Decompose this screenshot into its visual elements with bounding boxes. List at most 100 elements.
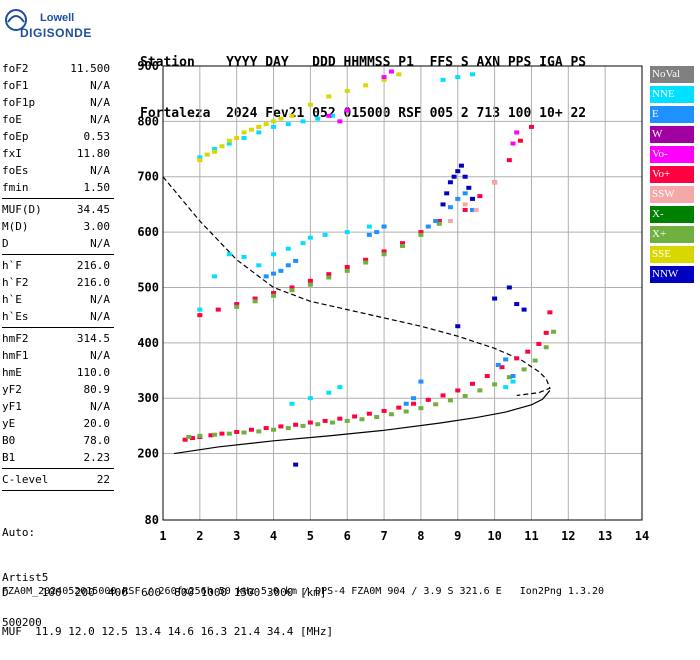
- lowell-digisonde-logo: Lowell DIGISONDE: [2, 2, 112, 42]
- param-label: yF1: [2, 400, 22, 413]
- data-point-vo-: [514, 356, 520, 361]
- data-point-vo-: [470, 381, 476, 386]
- data-point-nne: [271, 252, 277, 257]
- data-point-x-: [447, 398, 453, 403]
- data-point-x-: [241, 430, 247, 435]
- param-label: foF1: [2, 79, 29, 92]
- data-point-nne: [256, 263, 262, 268]
- legend-item-vo-: Vo-: [650, 146, 694, 163]
- param-value: 11.80: [76, 147, 110, 160]
- scaling-line-1: Auto:: [2, 526, 36, 539]
- data-point-vo-: [366, 411, 372, 416]
- data-point-nne: [503, 385, 509, 390]
- data-point-x-: [381, 252, 387, 257]
- data-point-ssw: [462, 202, 468, 207]
- data-point-vo-: [293, 422, 299, 427]
- data-point-vo-: [337, 416, 343, 421]
- data-point-e: [263, 274, 269, 279]
- data-point-vo-: [547, 310, 553, 315]
- param-value: N/A: [90, 96, 110, 109]
- y-tick-label: 300: [137, 391, 159, 405]
- data-point-sse: [289, 113, 295, 118]
- data-point-nnw: [514, 302, 520, 307]
- param-row-b1: B1 2.23: [2, 449, 112, 466]
- param-label: yF2: [2, 383, 22, 396]
- param-value: 78.0: [83, 434, 111, 447]
- param-label: hmF1: [2, 349, 29, 362]
- x-tick-label: 4: [270, 529, 277, 543]
- x-tick-label: 3: [233, 529, 240, 543]
- data-point-x-: [363, 260, 369, 265]
- data-point-x-: [506, 375, 512, 380]
- param-row-hmf2: hmF2 314.5: [2, 330, 112, 347]
- data-point-nne: [315, 116, 321, 121]
- param-row-h-e: h`E N/A: [2, 291, 112, 308]
- data-point-x-: [300, 423, 306, 428]
- data-point-e: [411, 396, 417, 401]
- data-point-e: [495, 362, 501, 367]
- param-value: 0.53: [83, 130, 111, 143]
- data-point-nnw: [444, 191, 450, 196]
- param-row-h-f: h`F 216.0: [2, 257, 112, 274]
- separator: [2, 468, 114, 469]
- param-label: D: [2, 237, 9, 250]
- param-row-foes: foEs N/A: [2, 162, 112, 179]
- data-point-nne: [307, 396, 313, 401]
- data-point-vo-: [528, 124, 534, 129]
- param-row-foep: foEp 0.53: [2, 128, 112, 145]
- data-point-x-: [186, 434, 192, 439]
- legend-item-nnw: NNW: [650, 266, 694, 283]
- legend-item-w: W: [650, 126, 694, 143]
- data-point-x-: [226, 431, 232, 436]
- data-point-vo-: [344, 108, 350, 113]
- data-point-x-: [477, 388, 483, 393]
- data-point-x-: [289, 288, 295, 293]
- x-tick-label: 13: [598, 529, 612, 543]
- footer-table: D 100 200 400 600 800 1000 1500 3000 [km…: [2, 560, 333, 651]
- data-point-x-: [256, 429, 262, 434]
- data-point-nne: [226, 141, 232, 146]
- data-point-nne: [329, 113, 335, 118]
- data-point-x-: [234, 304, 240, 309]
- param-value: N/A: [90, 349, 110, 362]
- data-point-vo-: [197, 313, 203, 318]
- data-point-nne: [510, 379, 516, 384]
- logo-emblem-icon: [5, 9, 27, 31]
- param-row-muf-d-: MUF(D) 34.45: [2, 201, 112, 218]
- data-point-vo-: [248, 427, 254, 432]
- param-row-yf2: yF2 80.9: [2, 381, 112, 398]
- data-point-ssw: [473, 207, 479, 212]
- data-point-vo-: [396, 405, 402, 410]
- y-tick-label: 800: [137, 114, 159, 128]
- separator: [2, 254, 114, 255]
- data-point-vo-: [215, 307, 221, 312]
- param-value: 110.0: [76, 366, 110, 379]
- data-point-nnw: [506, 285, 512, 290]
- data-point-x-: [543, 345, 549, 350]
- data-point-vo-: [388, 69, 394, 74]
- data-point-x-: [462, 393, 468, 398]
- param-label: h`F: [2, 259, 22, 272]
- data-point-sse: [344, 88, 350, 93]
- data-point-e: [278, 268, 284, 273]
- data-point-e: [403, 401, 409, 406]
- data-point-e: [462, 191, 468, 196]
- param-value: 3.00: [83, 220, 111, 233]
- param-row-ye: yE 20.0: [2, 415, 112, 432]
- footer-file-info: FZA0M_2024052015000.RSF / 260fx256h 50 k…: [2, 586, 605, 597]
- param-label: foEp: [2, 130, 29, 143]
- data-point-nne: [366, 224, 372, 229]
- data-point-ssw: [492, 180, 498, 185]
- plot-frame: [162, 65, 643, 521]
- y-tick-label: 200: [137, 447, 159, 461]
- data-point-vo-: [307, 420, 313, 425]
- data-point-nnw: [455, 169, 461, 174]
- legend-item-sse: SSE: [650, 246, 694, 263]
- data-point-x-: [344, 418, 350, 423]
- data-point-sse: [271, 119, 277, 124]
- param-label: h`E: [2, 293, 22, 306]
- x-tick-label: 8: [417, 529, 424, 543]
- legend-item-noval: NoVal: [650, 66, 694, 83]
- data-point-vo-: [418, 230, 424, 235]
- data-point-x-: [326, 275, 332, 280]
